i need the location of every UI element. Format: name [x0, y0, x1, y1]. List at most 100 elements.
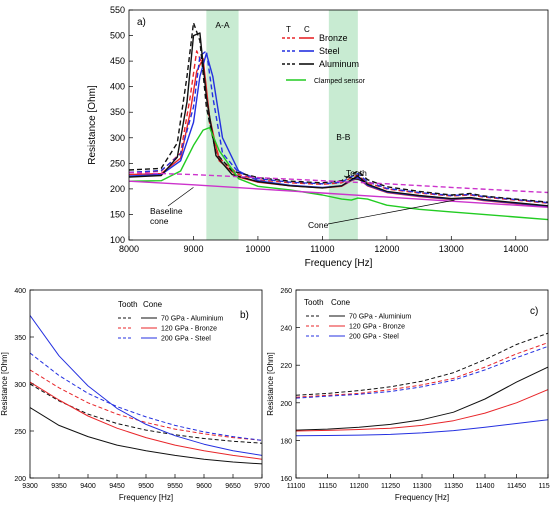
y-tick-label: 300: [14, 382, 26, 389]
annotation: Cone: [308, 199, 455, 230]
legend-entry: 200 GPa - Steel: [349, 334, 399, 341]
x-tick-label: 11000: [310, 244, 334, 254]
annotation-tooth: Tooth: [346, 168, 367, 178]
legend-entry: Clamped sensor: [314, 78, 366, 85]
x-tick-label: 8000: [119, 244, 139, 254]
x-tick-label: 9450: [109, 483, 125, 490]
annotation-baseline-cone: Baseline cone: [150, 206, 183, 226]
x-tick-label: 9300: [22, 483, 38, 490]
series-line-120-gpa-bronze-tooth: [296, 342, 548, 398]
band-label: A-A: [215, 20, 230, 30]
series-line-120-gpa-bronze-cone: [30, 381, 262, 460]
annotation-cone: Cone: [308, 220, 329, 230]
band-label: B-B: [336, 132, 351, 142]
legend: Tooth Cone 70 GPa - Aluminium 120 GPa - Bro…: [304, 298, 411, 341]
y-tick-label: 300: [110, 133, 125, 143]
y-tick-label: 250: [14, 429, 26, 436]
y-tick-label: 550: [110, 5, 125, 15]
legend-head-cone: Cone: [331, 298, 351, 307]
legend-entry: 70 GPa - Aluminium: [161, 316, 223, 323]
x-tick-label: 10000: [245, 244, 270, 254]
annotation: Baseline cone: [150, 187, 194, 226]
x-tick-label: 11450: [507, 483, 526, 490]
y-tick-label: 200: [110, 184, 125, 194]
y-axis-title: Resistance [Ohm]: [266, 352, 275, 416]
x-tick-label: 12000: [374, 244, 399, 254]
x-tick-label: 9400: [80, 483, 96, 490]
x-tick-label: 11400: [476, 483, 495, 490]
y-tick-label: 200: [280, 401, 292, 408]
x-tick-label: 11150: [318, 483, 337, 490]
chart-panel-1: A-A B-B 8000 9000 10000 11000 12000 13000 14000 1…: [87, 5, 549, 269]
y-tick-label: 350: [110, 107, 125, 117]
series-line-baseline-tooth-dashed: [129, 171, 548, 194]
y-tick-label: 350: [14, 335, 26, 342]
x-axis-title: Frequency [Hz]: [395, 493, 449, 502]
y-tick-label: 200: [14, 476, 26, 483]
x-tick-label: 14000: [503, 244, 528, 254]
band-b-b: [328, 10, 358, 240]
chart-panel-3: 11100 11150 11200 11250 11300 11350 11400 11450…: [266, 288, 550, 502]
series-line-aluminum-cone: [129, 32, 548, 207]
series-line-120-gpa-bronze-cone: [296, 389, 548, 432]
series-line-70-gpa-aluminium-tooth: [30, 383, 262, 444]
series-line-clamped-sensor-solid: [129, 126, 548, 221]
legend-head-cone: C: [304, 25, 310, 34]
x-tick-label: 9500: [138, 483, 154, 490]
y-tick-label: 150: [110, 209, 125, 219]
legend-entry: 200 GPa - Steel: [161, 336, 211, 343]
annotation-arrow: [327, 199, 455, 225]
y-tick-label: 240: [280, 326, 292, 333]
series-line-70-gpa-aluminium-cone: [30, 407, 262, 465]
y-tick-label: 220: [280, 363, 292, 370]
y-axis-title: Resistance [Ohm]: [87, 85, 98, 165]
legend-head-tooth: T: [286, 25, 291, 34]
legend-entry: 70 GPa - Aluminium: [349, 314, 411, 321]
y-axis-title: Resistance [Ohm]: [0, 352, 9, 416]
x-tick-label: 9350: [51, 483, 67, 490]
series-line-steel-tooth: [129, 50, 548, 204]
legend-entry: Aluminum: [319, 59, 359, 69]
y-tick-label: 260: [280, 288, 292, 295]
y-tick-label: 250: [110, 158, 125, 168]
x-tick-label: 11500: [539, 483, 550, 490]
x-tick-label: 11100: [287, 483, 306, 490]
legend-entry: Steel: [319, 46, 340, 56]
y-tick-label: 400: [110, 82, 125, 92]
x-tick-label: 9000: [183, 244, 203, 254]
y-tick-label: 100: [110, 235, 125, 245]
series-line-70-gpa-aluminium-tooth: [296, 332, 548, 396]
y-tick-label: 400: [14, 288, 26, 295]
legend-entry: Bronze: [319, 33, 348, 43]
y-tick-label: 500: [110, 31, 125, 41]
series-line-200-gpa-steel-cone: [30, 315, 262, 456]
x-tick-label: 9600: [196, 483, 212, 490]
panel-label: a): [137, 17, 146, 28]
panel-label: c): [530, 306, 538, 317]
x-tick-label: 11200: [350, 483, 369, 490]
chart-panel-2: 9300 9350 9400 9450 9500 9550 9600 9650 9700 200 2…: [0, 288, 270, 502]
y-tick-label: 180: [280, 438, 292, 445]
x-tick-label: 13000: [439, 244, 464, 254]
legend-head-tooth: Tooth: [304, 298, 324, 307]
series-line-200-gpa-steel-cone: [296, 419, 548, 437]
annotation-arrow: [343, 175, 368, 183]
series-line-70-gpa-aluminium-cone: [296, 366, 548, 431]
annotation: Tooth: [343, 168, 368, 183]
legend-head-cone: Cone: [143, 300, 163, 309]
y-tick-label: 450: [110, 56, 125, 66]
y-tick-label: 160: [280, 476, 292, 483]
x-tick-label: 9700: [254, 483, 270, 490]
series-line-200-gpa-steel-tooth: [296, 345, 548, 399]
legend-head-tooth: Tooth: [118, 300, 138, 309]
plot-frame: [128, 9, 549, 241]
legend-entry: 120 GPa - Bronze: [349, 324, 405, 331]
legend: Tooth Cone 70 GPa - Aluminium 120 GPa - Bro…: [118, 300, 223, 343]
x-axis-title: Frequency [Hz]: [119, 493, 173, 502]
panel-label: b): [240, 310, 249, 321]
x-tick-label: 9650: [225, 483, 241, 490]
series-line-baseline-cone-solid: [129, 180, 548, 208]
x-tick-label: 11250: [381, 483, 400, 490]
x-tick-label: 11300: [413, 483, 432, 490]
